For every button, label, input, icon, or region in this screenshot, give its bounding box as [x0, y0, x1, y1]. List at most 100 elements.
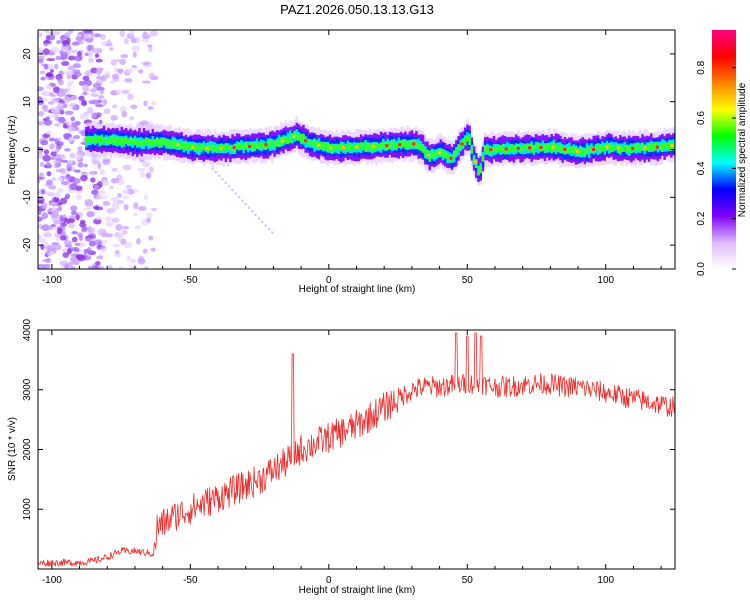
spectrogram-noise-blob — [43, 108, 49, 113]
spectrogram-ridge-cell — [255, 143, 259, 150]
spectrogram-noise-layer — [38, 30, 274, 269]
spectrogram-ridge-layer — [85, 116, 675, 186]
spectrogram-ridge-cell — [534, 144, 538, 149]
spectrogram-ridge-cell — [311, 141, 314, 147]
spectrogram-ridge-cell — [264, 143, 268, 150]
spectrogram-noise-blob — [121, 89, 129, 94]
spectrogram-ridge-cell — [481, 155, 485, 162]
spectrogram-noise-blob — [111, 167, 118, 172]
spectrogram-ridge-cell — [324, 142, 327, 149]
spectrogram-x-ticks: -100 -50 0 50 100 — [42, 30, 662, 286]
spectrogram-noise-blob — [51, 31, 61, 35]
y-tick-label: 3000 — [22, 378, 33, 401]
spectrogram-ridge-cell — [291, 133, 294, 144]
spectrogram-ridge-cell — [158, 139, 161, 149]
spectrogram-noise-blob — [71, 236, 78, 243]
spectrogram-ridge-cell — [348, 143, 352, 151]
spectrogram-ridge-cell — [532, 145, 536, 154]
spectrogram-noise-blob — [47, 101, 55, 105]
spectrogram-noise-blob — [95, 33, 102, 38]
spectrogram-noise-blob — [48, 201, 58, 206]
spectrogram-ridge-cell — [417, 138, 420, 150]
y-tick-label: -10 — [22, 190, 33, 205]
spectrogram-noise-blob — [38, 238, 47, 243]
spectrogram-ridge-cell — [89, 137, 93, 144]
spectrogram-noise-blob — [92, 47, 101, 54]
spectrogram-streak-dot — [244, 202, 247, 206]
spectrogram-noise-blob — [42, 154, 51, 162]
spectrogram-noise-blob — [76, 153, 82, 161]
spectrogram-noise-blob — [95, 68, 103, 75]
spectrogram-ridge-cell — [619, 146, 622, 153]
spectrogram-noise-blob — [86, 211, 94, 218]
spectrogram-ridge-cell — [627, 145, 631, 153]
spectrogram-noise-blob — [45, 225, 54, 231]
spectrogram-noise-blob — [92, 82, 102, 89]
spectrogram-noise-blob — [119, 106, 127, 113]
spectrogram-ridge-cell — [144, 137, 148, 145]
spectrogram-streak-dot — [231, 188, 234, 192]
spectrogram-ridge-cell — [368, 142, 372, 151]
spectrogram-noise-blob — [73, 71, 82, 77]
spectrogram-noise-blob — [133, 189, 139, 193]
spectrogram-noise-blob — [86, 106, 94, 114]
spectrogram-ridge-cell — [200, 143, 203, 150]
spectrogram-noise-blob — [62, 123, 67, 129]
spectrogram-noise-blob — [88, 57, 94, 63]
spectrogram-noise-blob — [48, 137, 56, 142]
spectrogram-noise-blob — [53, 86, 60, 94]
spectrogram-noise-blob — [67, 126, 76, 132]
spectrogram-ridge-cell — [353, 145, 356, 152]
spectrogram-noise-blob — [134, 225, 141, 230]
spectrogram-noise-blob — [60, 180, 70, 186]
spectrogram-ridge-cell — [240, 144, 243, 150]
spectrogram-noise-blob — [147, 106, 154, 110]
spectrogram-noise-blob — [72, 63, 81, 69]
spectrogram-ridge-cell — [286, 137, 290, 145]
spectrogram-ridge-cell — [357, 142, 361, 151]
spectrogram-noise-blob — [38, 58, 44, 64]
spectrogram-ridge-cell — [614, 145, 618, 150]
spectrogram-peak-cell — [563, 147, 567, 151]
spectrogram-noise-blob — [45, 84, 52, 90]
spectrogram-ridge-cell — [397, 137, 400, 149]
spectrogram-ridge-cell — [559, 144, 562, 154]
spectrogram-ridge-cell — [523, 144, 527, 151]
spectrogram-noise-blob — [59, 88, 68, 94]
spectrogram-ridge-cell — [313, 138, 316, 147]
spectrogram-ridge-cell — [585, 148, 589, 154]
spectrogram-noise-blob — [86, 199, 92, 205]
spectrogram-noise-blob — [125, 68, 134, 74]
spectrogram-peak-cell — [219, 146, 223, 150]
spectrogram-noise-blob — [91, 265, 99, 269]
x-tick-label: -100 — [42, 575, 62, 586]
spectrogram-noise-blob — [74, 242, 81, 247]
spectrogram-noise-blob — [56, 121, 62, 126]
spectrogram-ridge-cell — [588, 145, 591, 158]
y-tick-label: 2000 — [22, 438, 33, 461]
spectrogram-ridge-cell — [333, 143, 336, 150]
spectrogram-ridge-cell — [131, 138, 135, 145]
spectrogram-ridge-cell — [308, 140, 312, 146]
spectrogram-ridge-cell — [661, 143, 664, 153]
y-tick-label: 0 — [22, 146, 33, 152]
spectrogram-noise-blob — [62, 40, 70, 46]
spectrogram-ridge-cell — [607, 143, 611, 149]
spectrogram-noise-blob — [38, 178, 41, 184]
spectrogram-noise-blob — [118, 68, 124, 75]
spectrogram-ridge-cell — [282, 136, 285, 143]
spectrogram-noise-blob — [73, 169, 81, 173]
spectrogram-noise-blob — [145, 172, 151, 179]
spectrogram-noise-blob — [137, 69, 144, 74]
spectrogram-noise-blob — [38, 99, 45, 106]
spectrogram-ridge-cell — [594, 146, 598, 150]
spectrogram-noise-blob — [67, 265, 77, 269]
spectrogram-ridge-cell — [638, 147, 642, 151]
spectrogram-peak-cell — [398, 143, 402, 147]
spectrogram-ridge-cell — [113, 137, 117, 146]
spectrogram-ridge-cell — [590, 149, 593, 153]
spectrogram-noise-blob — [121, 111, 128, 118]
spectrogram-ridge-cell — [224, 142, 228, 152]
spectrogram-noise-blob — [77, 161, 84, 168]
